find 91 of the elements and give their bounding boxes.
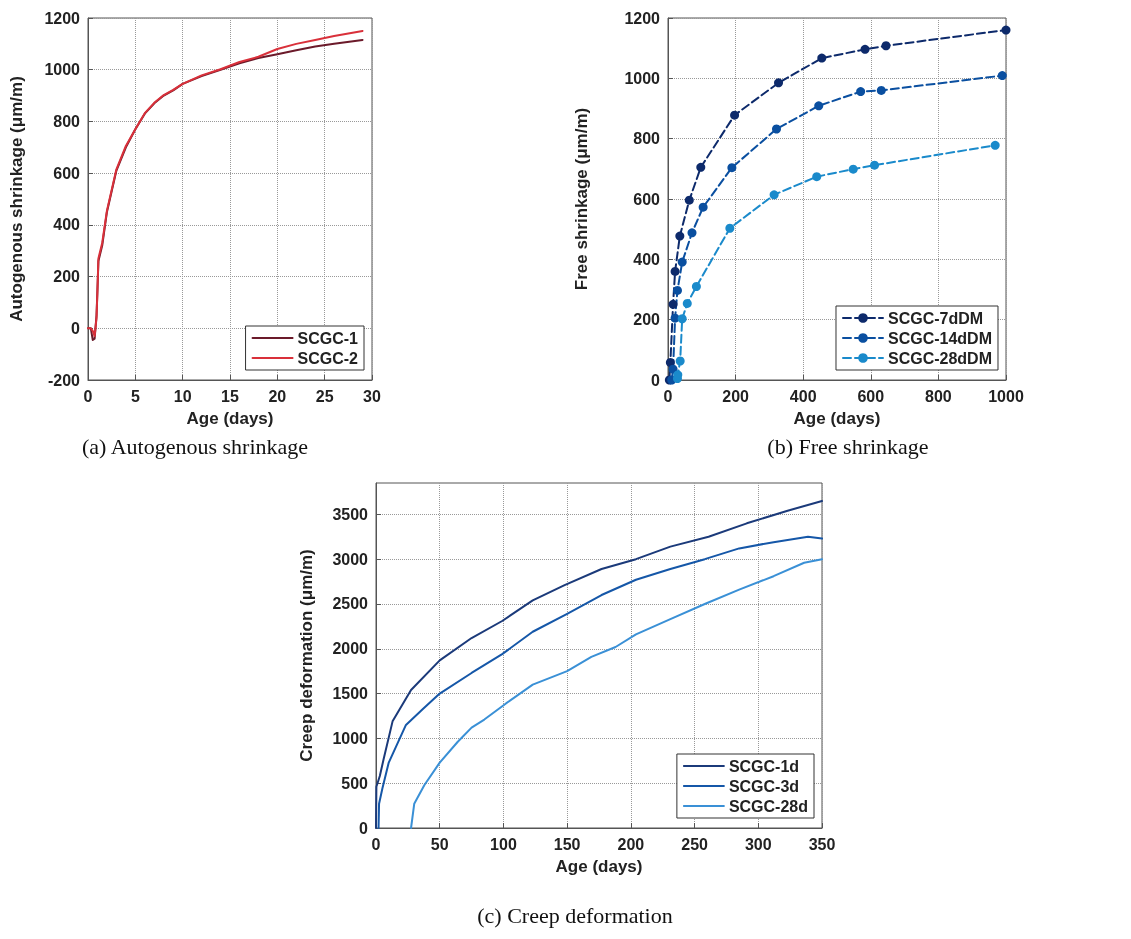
legend-label: SCGC-7dDM: [887, 309, 984, 327]
y-tick-label: -200: [47, 371, 81, 389]
y-tick-label: 500: [341, 774, 369, 792]
y-tick-label: 1200: [624, 9, 661, 27]
x-tick-label: 200: [722, 387, 750, 405]
point: [769, 190, 779, 200]
point: [848, 164, 858, 174]
point: [725, 223, 735, 233]
legend-label: SCGC-1: [297, 329, 359, 347]
point: [814, 101, 824, 111]
y-axis-title: Creep deformation (μm/m): [297, 549, 316, 762]
x-tick-label: 50: [430, 835, 449, 853]
y-tick-label: 1200: [44, 9, 81, 27]
y-tick-label: 600: [53, 164, 81, 182]
y-tick-label: 400: [633, 250, 661, 268]
point: [684, 195, 694, 205]
y-tick-label: 1000: [332, 729, 369, 747]
y-tick-label: 2000: [332, 640, 369, 658]
y-tick-label: 600: [633, 190, 661, 208]
y-tick-label: 400: [53, 216, 81, 234]
point: [812, 172, 822, 182]
point: [856, 87, 866, 97]
legend-label: SCGC-1d: [728, 757, 800, 775]
y-tick-label: 1000: [44, 61, 81, 79]
x-tick-label: 15: [221, 387, 239, 405]
y-tick-label: 2500: [332, 595, 369, 613]
x-tick-label: 350: [808, 835, 836, 853]
point: [677, 257, 687, 267]
point: [881, 41, 891, 51]
text: (c) Creep deformation: [477, 902, 673, 928]
point: [668, 299, 678, 309]
text: (b) Free shrinkage: [767, 433, 929, 459]
x-tick-label: 250: [681, 835, 709, 853]
legend-label: SCGC-2: [297, 349, 359, 367]
point: [696, 162, 706, 172]
point: [727, 163, 737, 173]
x-tick-label: 600: [857, 387, 885, 405]
x-tick-label: 25: [315, 387, 334, 405]
y-tick-label: 3500: [332, 505, 369, 523]
point: [1001, 25, 1011, 35]
point: [675, 231, 685, 241]
x-tick-label: 150: [553, 835, 581, 853]
point: [876, 85, 886, 95]
point: [672, 285, 682, 295]
point: [670, 266, 680, 276]
y-tick-label: 0: [71, 319, 81, 337]
x-axis-title: Age (days): [555, 857, 643, 876]
x-tick-label: 800: [925, 387, 952, 405]
y-tick-label: 1000: [624, 69, 661, 87]
point: [772, 124, 781, 134]
point: [774, 78, 784, 88]
y-tick-label: 200: [53, 268, 81, 286]
y-tick-label: 0: [651, 371, 661, 389]
x-tick-label: 20: [268, 387, 287, 405]
x-tick-label: 0: [663, 387, 673, 405]
x-tick-label: 300: [744, 835, 772, 853]
x-tick-label: 10: [173, 387, 192, 405]
legend-label: SCGC-28d: [728, 797, 808, 815]
point: [997, 71, 1007, 81]
point: [682, 298, 692, 308]
x-tick-label: 0: [371, 835, 381, 853]
y-tick-label: 1500: [332, 685, 369, 703]
point: [730, 110, 740, 120]
x-tick-label: 30: [363, 387, 381, 405]
legend-label: SCGC-3d: [728, 777, 800, 795]
legend-label: SCGC-14dDM: [887, 329, 993, 347]
y-tick-label: 3000: [332, 550, 369, 568]
x-axis-title: Age (days): [186, 409, 274, 428]
x-axis-title: Age (days): [793, 409, 881, 428]
point: [817, 53, 827, 63]
point: [691, 281, 701, 291]
point: [990, 140, 1000, 150]
point: [687, 228, 697, 238]
x-tick-label: 400: [789, 387, 817, 405]
y-tick-label: 800: [53, 112, 81, 130]
x-tick-label: 0: [83, 387, 93, 405]
y-tick-label: 200: [633, 311, 661, 329]
legend-label: SCGC-28dDM: [887, 349, 993, 367]
x-tick-label: 1000: [988, 387, 1024, 405]
y-axis-title: Autogenous shrinkage (μm/m): [7, 76, 26, 322]
text: (a) Autogenous shrinkage: [81, 433, 309, 459]
point: [698, 202, 708, 212]
y-tick-label: 0: [359, 819, 369, 837]
y-tick-label: 800: [633, 130, 661, 148]
x-tick-label: 5: [130, 387, 140, 405]
point: [675, 356, 685, 366]
point: [677, 314, 687, 324]
point: [860, 44, 870, 54]
point: [870, 160, 880, 170]
x-tick-label: 100: [490, 835, 517, 853]
y-axis-title: Free shrinkage (μm/m): [572, 107, 591, 291]
